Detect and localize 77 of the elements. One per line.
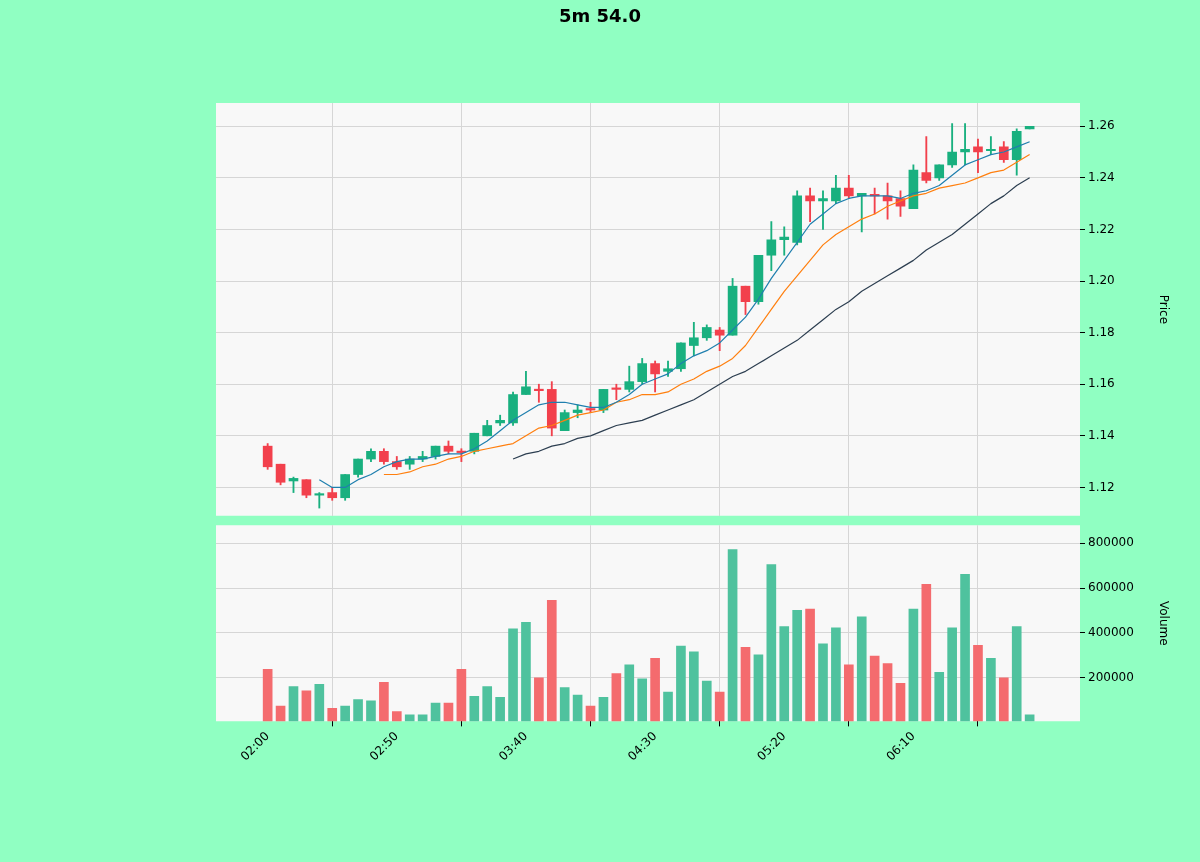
y-axis-title: Volume bbox=[1156, 600, 1171, 646]
bar bbox=[701, 680, 712, 722]
bar bbox=[572, 694, 583, 722]
bar bbox=[598, 697, 609, 722]
bar bbox=[521, 622, 531, 722]
bar bbox=[546, 600, 557, 722]
candlestick bbox=[818, 190, 828, 230]
bar bbox=[637, 678, 648, 722]
y-tick-label: 800000 bbox=[1088, 535, 1134, 550]
bar bbox=[818, 643, 828, 722]
bar bbox=[792, 609, 802, 722]
bar bbox=[1011, 626, 1022, 722]
bar bbox=[379, 681, 389, 722]
bar bbox=[689, 651, 699, 722]
candlestick bbox=[779, 226, 790, 256]
bar bbox=[856, 616, 867, 722]
y-tick-label: 1.12 bbox=[1088, 479, 1115, 494]
bar bbox=[831, 627, 841, 722]
bar bbox=[391, 711, 402, 722]
bar bbox=[262, 668, 273, 722]
bar bbox=[676, 645, 686, 722]
bar bbox=[753, 654, 764, 722]
y-tick-label: 1.14 bbox=[1088, 427, 1115, 442]
bar bbox=[973, 644, 983, 722]
bar bbox=[663, 691, 673, 722]
bar bbox=[714, 691, 725, 722]
y-axis-title: Price bbox=[1156, 294, 1171, 325]
bar bbox=[650, 657, 660, 722]
y-tick-label: 1.22 bbox=[1088, 221, 1115, 236]
candlestick bbox=[960, 123, 970, 166]
bar bbox=[766, 564, 777, 722]
bar bbox=[366, 700, 376, 722]
bar bbox=[921, 583, 932, 722]
bar bbox=[908, 608, 919, 722]
bar bbox=[353, 699, 363, 722]
bar bbox=[727, 549, 738, 722]
bar bbox=[430, 702, 441, 722]
chart-title: 5m 54.0 bbox=[558, 5, 642, 26]
bar bbox=[508, 628, 518, 722]
bar bbox=[895, 682, 906, 722]
y-tick-label: 600000 bbox=[1088, 580, 1134, 595]
bar bbox=[443, 702, 454, 722]
y-tick-label: 1.24 bbox=[1088, 169, 1115, 184]
candlestick bbox=[534, 383, 544, 403]
bar bbox=[882, 663, 893, 722]
bar bbox=[947, 627, 957, 722]
bar bbox=[869, 655, 880, 722]
bar bbox=[986, 657, 996, 722]
bar bbox=[327, 708, 338, 722]
bar bbox=[559, 687, 570, 722]
y-tick-label: 1.16 bbox=[1088, 376, 1115, 391]
bar bbox=[314, 684, 325, 722]
bar bbox=[456, 668, 467, 722]
bar bbox=[998, 677, 1009, 722]
bar bbox=[534, 677, 544, 722]
bar bbox=[934, 671, 945, 722]
bar bbox=[482, 686, 493, 722]
bar bbox=[805, 608, 815, 722]
bar bbox=[624, 664, 635, 722]
bar bbox=[404, 714, 415, 722]
bar bbox=[340, 705, 350, 722]
bar bbox=[844, 664, 854, 722]
bar bbox=[469, 695, 480, 722]
y-tick-label: 1.20 bbox=[1088, 273, 1115, 288]
y-tick-label: 200000 bbox=[1088, 669, 1134, 684]
candlestick bbox=[986, 136, 996, 155]
bar bbox=[740, 646, 751, 722]
bar bbox=[779, 626, 790, 722]
y-tick-label: 1.26 bbox=[1088, 118, 1115, 133]
bar bbox=[288, 686, 299, 722]
bar bbox=[495, 697, 505, 722]
y-tick-label: 400000 bbox=[1088, 625, 1134, 640]
candlestick bbox=[314, 492, 325, 509]
bar bbox=[611, 673, 622, 722]
bar bbox=[301, 690, 312, 722]
bar bbox=[960, 574, 970, 722]
y-tick-label: 1.18 bbox=[1088, 324, 1115, 339]
